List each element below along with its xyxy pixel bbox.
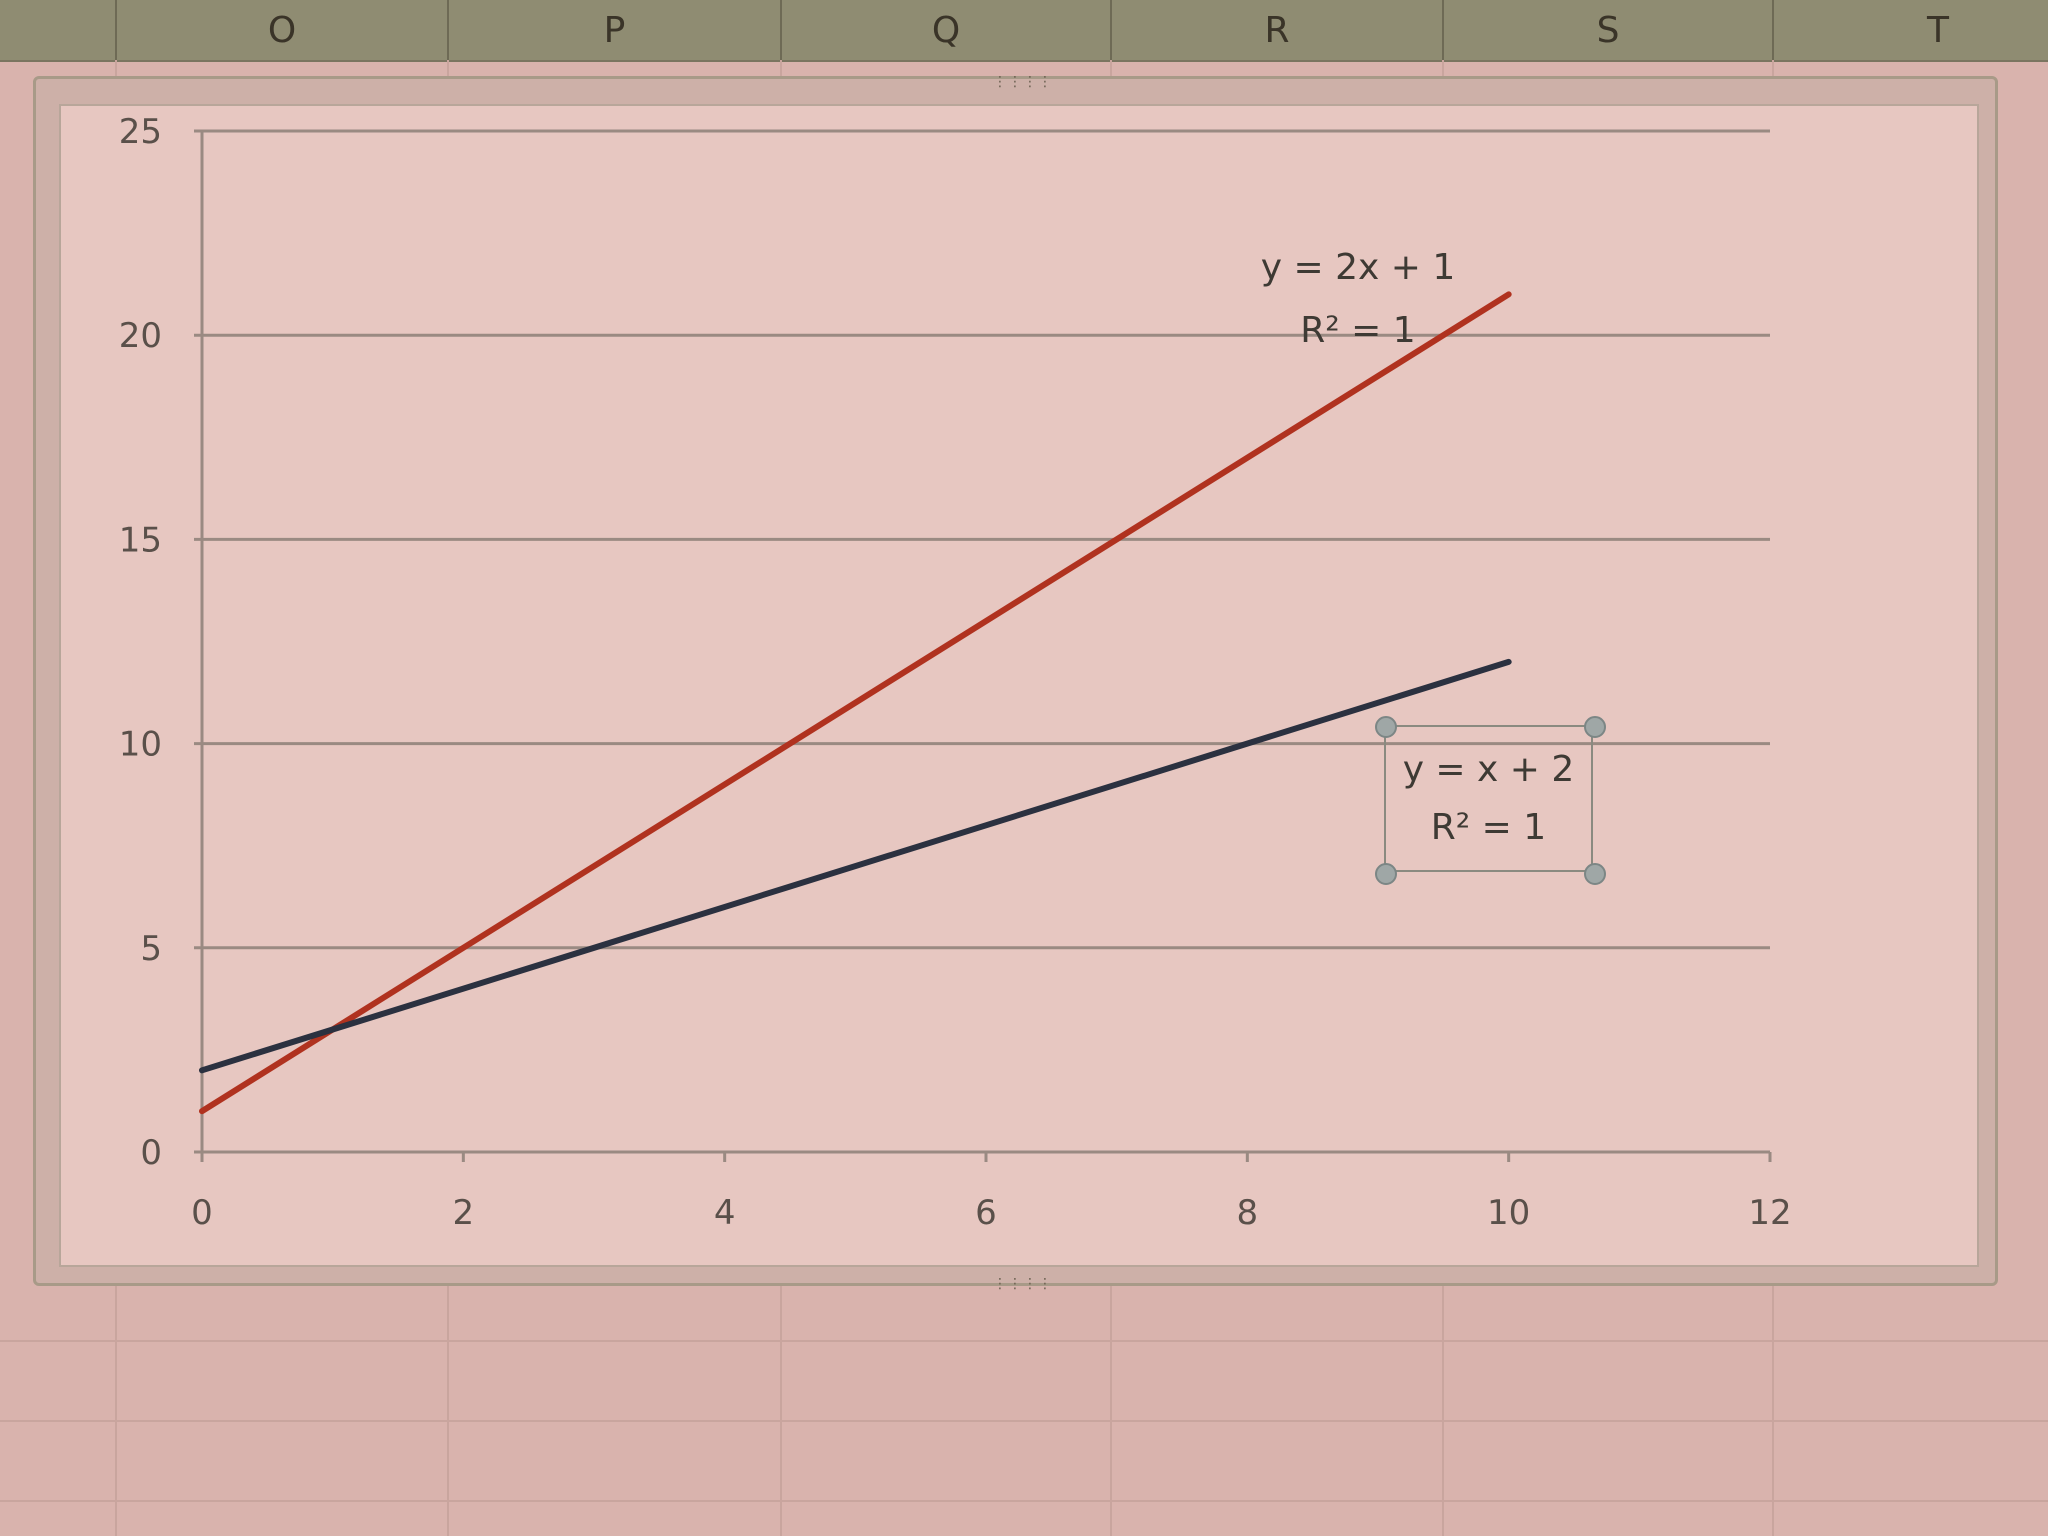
resize-handle-top[interactable]: ⋮⋮⋮⋮ xyxy=(993,74,1053,90)
selection-handle[interactable] xyxy=(1584,716,1606,738)
x-tick-label: 4 xyxy=(714,1193,736,1233)
column-header-bar: O P Q R S T xyxy=(0,0,2048,62)
grid-line xyxy=(0,1500,2048,1502)
trendline-equation-red[interactable]: y = 2x + 1 xyxy=(1260,247,1456,288)
column-header-p[interactable]: P xyxy=(447,0,780,60)
grid-line xyxy=(0,1340,2048,1342)
trendline-label-selected[interactable] xyxy=(1384,725,1593,872)
trendline-equation-dark: y = x + 2 xyxy=(1402,749,1575,790)
x-tick-label: 10 xyxy=(1487,1193,1530,1233)
x-tick-label: 0 xyxy=(191,1193,213,1233)
selection-handle[interactable] xyxy=(1375,863,1397,885)
y-tick-label: 25 xyxy=(119,112,162,152)
y-tick-label: 20 xyxy=(119,316,162,356)
column-header-o[interactable]: O xyxy=(115,0,447,60)
series-line-dark xyxy=(199,658,1512,1074)
x-tick-label: 2 xyxy=(453,1193,475,1233)
y-tick-label: 5 xyxy=(140,929,162,969)
x-tick-label: 12 xyxy=(1748,1193,1791,1233)
selection-handle[interactable] xyxy=(1375,716,1397,738)
column-header-t[interactable]: T xyxy=(1772,0,2048,60)
series-line-red xyxy=(199,291,1512,1115)
column-header-r[interactable]: R xyxy=(1110,0,1442,60)
y-tick-label: 10 xyxy=(119,725,162,765)
column-header-q[interactable]: Q xyxy=(780,0,1110,60)
trendline-r2-red[interactable]: R² = 1 xyxy=(1300,310,1416,351)
x-tick-label: 8 xyxy=(1237,1193,1259,1233)
trendline-r2-dark: R² = 1 xyxy=(1430,807,1547,848)
selection-handle[interactable] xyxy=(1584,863,1606,885)
x-tick-label: 6 xyxy=(975,1193,997,1233)
y-tick-label: 15 xyxy=(119,520,162,560)
column-header-s[interactable]: S xyxy=(1442,0,1772,60)
chart-area[interactable] xyxy=(59,104,1979,1267)
y-tick-label: 0 xyxy=(140,1133,162,1173)
grid-line xyxy=(0,1420,2048,1422)
resize-handle-bottom[interactable]: ⋮⋮⋮⋮ xyxy=(993,1276,1053,1292)
